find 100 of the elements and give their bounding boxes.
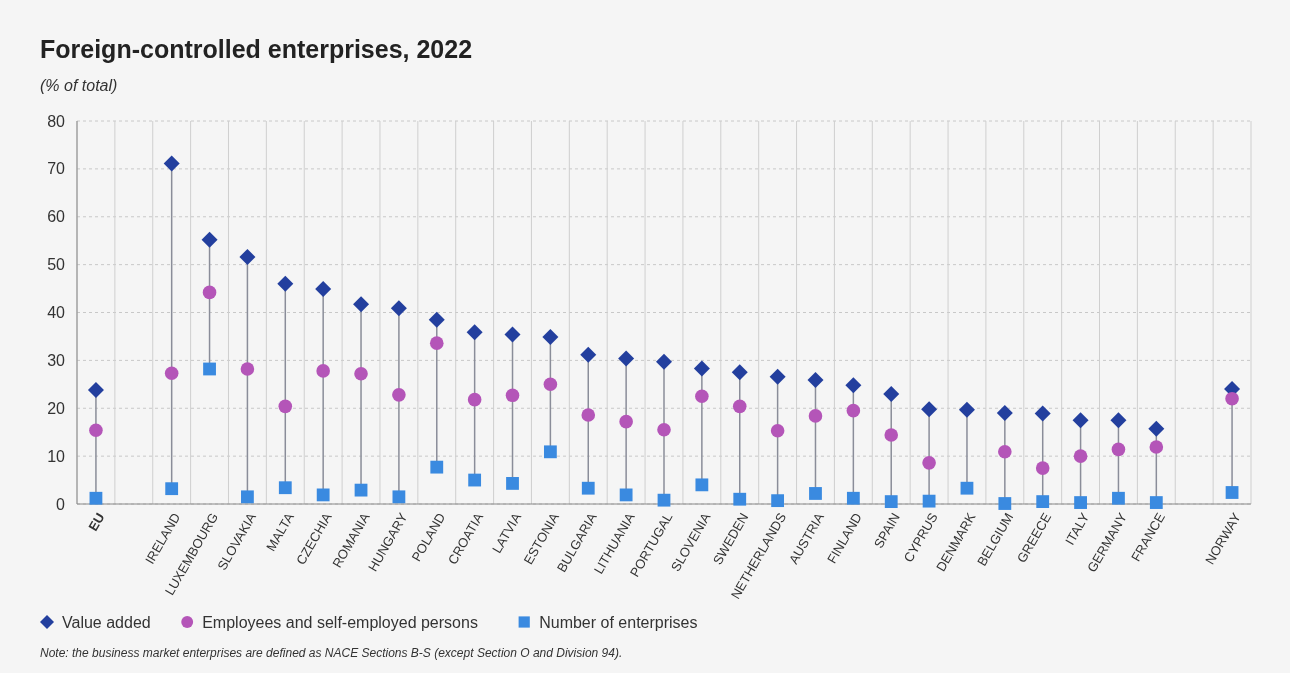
point <box>543 445 557 459</box>
point <box>1034 405 1051 422</box>
point <box>922 456 936 470</box>
point <box>278 481 292 495</box>
y-tick-label: 20 <box>47 399 66 417</box>
point <box>354 366 368 381</box>
point <box>505 388 520 403</box>
point <box>1225 486 1239 499</box>
point <box>163 155 180 172</box>
point <box>392 388 406 402</box>
x-tick-label: EU <box>85 510 108 534</box>
point <box>241 490 254 504</box>
point <box>998 497 1012 510</box>
legend-label: Value added <box>62 613 151 631</box>
point <box>87 382 104 399</box>
point <box>390 300 407 317</box>
point <box>770 423 785 438</box>
point <box>807 372 824 388</box>
point <box>240 362 255 376</box>
point <box>1110 412 1127 429</box>
point <box>657 422 671 437</box>
point <box>693 360 710 377</box>
point <box>89 491 103 505</box>
y-tick-label: 0 <box>56 495 66 513</box>
point <box>808 409 823 423</box>
point <box>468 473 482 487</box>
point <box>165 482 179 496</box>
point <box>89 423 103 438</box>
legend-label: Number of enterprises <box>539 613 698 631</box>
point <box>467 392 482 407</box>
point <box>1036 495 1050 509</box>
point <box>845 377 862 394</box>
point <box>883 385 900 402</box>
point <box>316 364 330 378</box>
point <box>164 366 179 381</box>
point <box>1149 496 1163 509</box>
y-tick-label: 70 <box>47 160 66 178</box>
point <box>733 492 747 506</box>
chart-title: Foreign-controlled enterprises, 2022 <box>40 35 473 63</box>
point <box>921 401 938 418</box>
point <box>695 478 709 492</box>
point <box>1072 412 1089 429</box>
y-tick-label: 60 <box>47 208 66 226</box>
y-tick-label: 40 <box>47 304 66 322</box>
point <box>429 336 444 350</box>
point <box>1149 440 1164 454</box>
point <box>618 350 635 367</box>
y-tick-label: 30 <box>47 351 66 369</box>
point <box>315 281 332 298</box>
point <box>958 401 975 418</box>
point <box>1111 442 1126 457</box>
y-tick-label: 80 <box>47 112 66 130</box>
point <box>239 248 256 265</box>
point <box>732 399 747 414</box>
point <box>430 460 444 474</box>
point <box>960 481 974 495</box>
point <box>392 490 406 504</box>
point <box>846 491 860 505</box>
text: Note: the business market enterprises are defined as NACE Sections B-S (except Section O and Division 94). <box>40 646 623 660</box>
point <box>581 481 595 495</box>
point <box>619 414 633 429</box>
point <box>278 399 293 414</box>
point <box>202 285 217 300</box>
point <box>809 487 822 500</box>
point <box>884 495 898 509</box>
point <box>922 494 936 508</box>
point <box>354 483 368 497</box>
point <box>203 362 216 376</box>
point <box>201 231 218 248</box>
point <box>1148 420 1165 437</box>
point <box>998 445 1012 459</box>
point <box>580 346 597 363</box>
point <box>316 488 330 502</box>
point <box>1073 449 1088 463</box>
chart-subtitle: (% of total) <box>40 77 118 94</box>
y-tick-label: 10 <box>47 447 66 465</box>
legend-label: Employees and self-employed persons <box>202 613 478 631</box>
point <box>695 389 709 404</box>
point <box>581 408 596 422</box>
y-tick-label: 50 <box>47 256 66 274</box>
point <box>996 405 1013 422</box>
point <box>1225 391 1239 406</box>
point <box>506 477 519 490</box>
point <box>277 275 294 292</box>
point <box>1112 491 1125 505</box>
point <box>846 403 861 418</box>
point <box>543 377 558 392</box>
point <box>657 493 671 507</box>
point <box>656 353 672 370</box>
point <box>1074 496 1087 509</box>
point <box>771 494 785 508</box>
point <box>884 428 899 442</box>
point <box>731 364 748 381</box>
point <box>769 368 786 385</box>
point <box>504 326 521 343</box>
point <box>542 328 559 345</box>
point <box>428 311 445 328</box>
point <box>353 296 370 313</box>
point <box>466 324 483 341</box>
point <box>1035 461 1050 475</box>
